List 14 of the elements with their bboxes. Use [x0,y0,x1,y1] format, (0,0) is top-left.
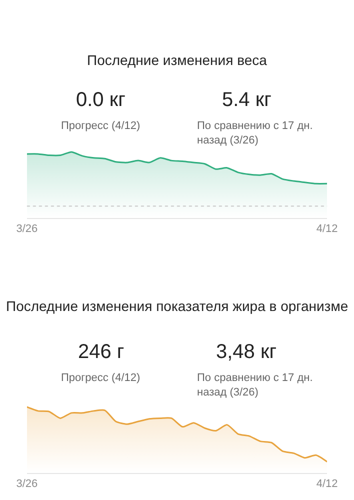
x-tick-label: 4/12 [316,223,338,236]
chart-title: Последние изменения веса [87,52,268,68]
text: 3,48 кг [216,341,277,363]
text: Прогресс (4/12) [61,120,140,132]
x-tick-label: 3/26 [16,223,38,236]
text: 246 г [78,341,124,363]
text: По сравнению с 17 дн. назад (3/26) [197,120,313,146]
x-tick-label: 3/26 [16,478,38,490]
chart-title: Последние изменения показателя жира в организме [6,298,348,314]
text: Прогресс (4/12) [61,372,140,384]
text: 5.4 кг [222,89,272,111]
text: По сравнению с 17 дн. назад (3/26) [197,372,313,398]
text: 0.0 кг [76,89,126,111]
x-tick-label: 4/12 [316,478,338,490]
